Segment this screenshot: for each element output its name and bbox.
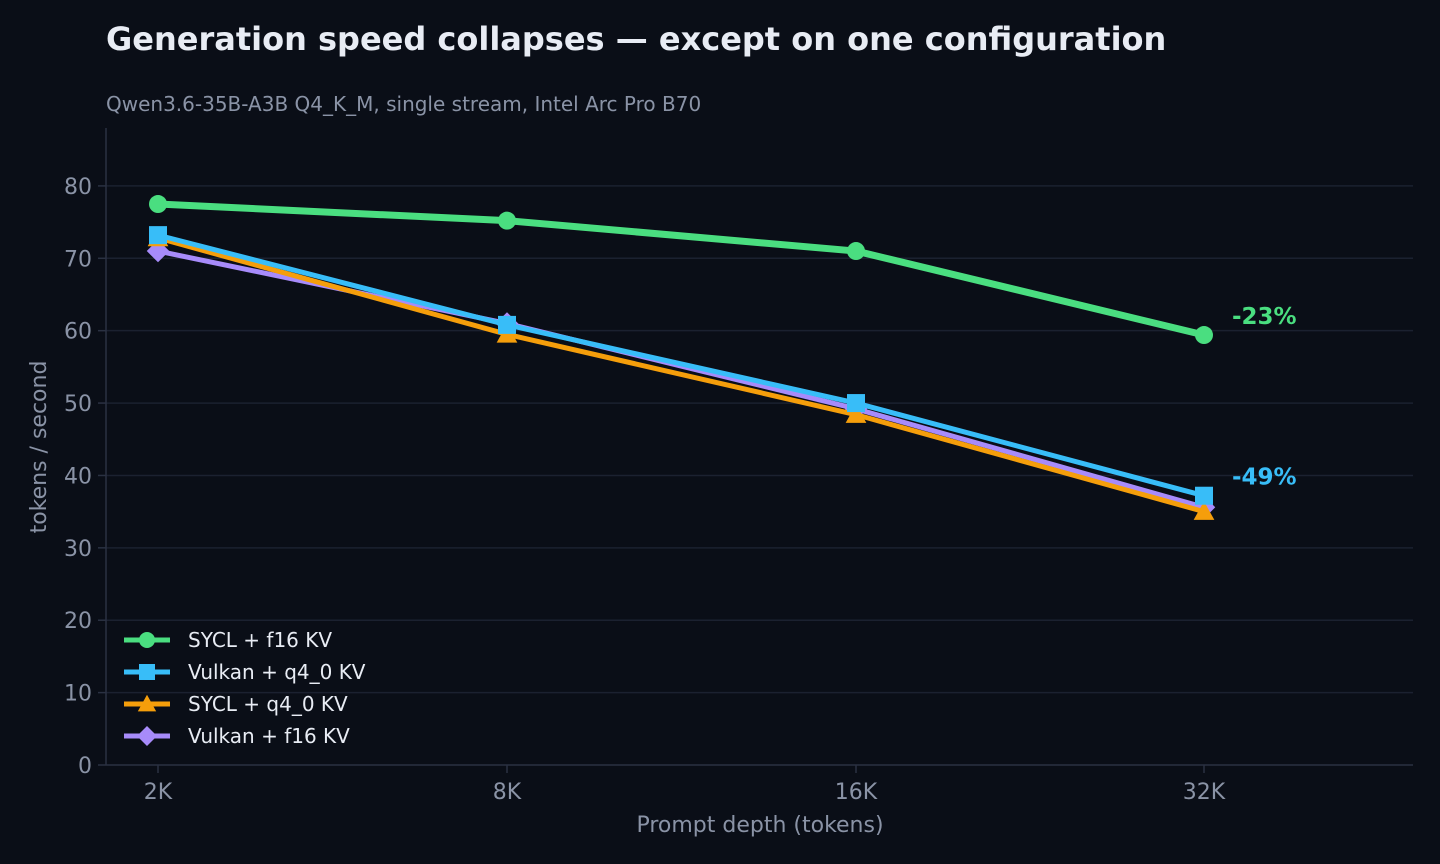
series-sycl-f16-kv [149,195,1213,345]
series-line [155,235,1207,515]
data-point [139,632,155,648]
annotations: -23% -49% [1232,304,1297,491]
data-point [498,315,516,334]
x-tick-label: 2K [144,780,173,805]
legend-item: SYCL + q4_0 KV [122,688,366,720]
series-line [154,200,1208,339]
y-tick-label: 50 [64,392,92,417]
x-tick-label: 32K [1183,780,1226,805]
legend-item: Vulkan + f16 KV [122,720,366,752]
data-point [1193,501,1215,520]
x-axis-label: Prompt depth (tokens) [636,813,883,838]
legend-item: SYCL + f16 KV [122,624,366,656]
y-tick-label: 40 [64,464,92,489]
data-point [139,664,155,680]
legend-swatch [124,726,170,746]
data-point [1195,326,1213,345]
series-line [155,232,1207,499]
legend-swatch [124,664,170,680]
y-axis-label: tokens / second [27,361,52,534]
chart-subtitle: Qwen3.6-35B-A3B Q4_K_M, single stream, I… [106,92,702,116]
chart-title: Generation speed collapses — except on o… [106,20,1167,58]
legend-label: Vulkan + q4_0 KV [188,660,366,684]
data-point [847,394,865,413]
legend-item: Vulkan + q4_0 KV [122,656,366,688]
series-sycl-q4-0-kv [147,227,1215,520]
y-tick-label: 20 [64,609,92,634]
grid-lines [106,185,1413,694]
y-tick-label: 60 [64,320,92,345]
y-tick-label: 10 [64,682,92,707]
y-tick-label: 30 [64,537,92,562]
legend-label: SYCL + q4_0 KV [188,692,348,716]
data-point [137,726,157,746]
data-point [149,226,167,245]
data-point [498,211,516,230]
series-lines [146,195,1216,520]
axes [98,128,1413,773]
tick-labels: 0 10 20 30 40 50 60 70 80 2K 8K 16K 32K [64,175,1226,805]
x-tick-label: 8K [493,780,522,805]
x-tick-label: 16K [835,780,878,805]
y-tick-label: 0 [78,754,92,779]
data-point [137,694,157,712]
chart-legend: SYCL + f16 KV Vulkan + q4_0 KV SYCL + q4_0… [122,624,366,752]
data-point [845,404,867,423]
legend-label: Vulkan + f16 KV [188,724,350,748]
data-point [1195,486,1213,505]
change-annotation: -23% [1232,304,1297,330]
data-point [847,242,865,261]
legend-label: SYCL + f16 KV [188,628,333,652]
legend-swatch [124,694,170,712]
change-annotation: -49% [1232,465,1297,491]
legend-swatch [124,632,170,648]
data-point [149,195,167,214]
y-tick-label: 80 [64,175,92,200]
series-vulkan-q4-0-kv [149,226,1213,505]
y-tick-label: 70 [64,247,92,272]
